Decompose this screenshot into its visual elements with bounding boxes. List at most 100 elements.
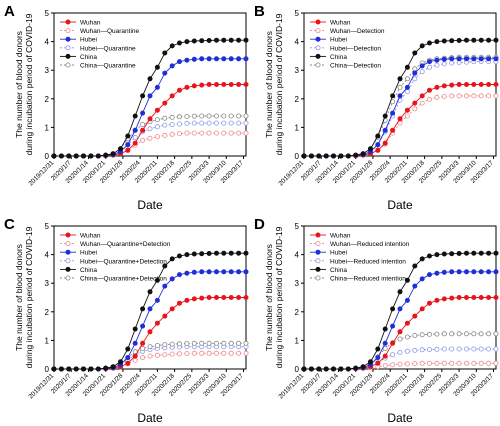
data-point xyxy=(397,361,403,367)
data-point xyxy=(426,96,432,102)
data-point xyxy=(228,295,234,301)
legend-marker xyxy=(65,53,71,59)
data-point xyxy=(140,93,146,99)
data-point xyxy=(493,346,499,352)
data-point xyxy=(412,76,418,82)
data-point xyxy=(125,142,131,148)
data-point xyxy=(154,124,160,130)
legend-marker xyxy=(65,275,71,281)
data-point xyxy=(176,40,182,46)
data-point xyxy=(236,82,242,88)
data-point xyxy=(162,263,168,269)
data-point xyxy=(434,94,440,100)
chart-panel: A0123452019/12/312020/1/72020/1/142020/1… xyxy=(4,3,249,212)
data-point xyxy=(404,348,410,354)
data-point xyxy=(397,84,403,90)
data-point xyxy=(404,320,410,326)
legend-label: Wuhan xyxy=(80,233,101,240)
series-line xyxy=(54,58,246,157)
data-point xyxy=(375,133,381,139)
data-point xyxy=(236,56,242,62)
data-point xyxy=(140,355,146,361)
data-point xyxy=(176,114,182,120)
data-point xyxy=(353,365,359,371)
data-point xyxy=(140,110,146,116)
data-point xyxy=(169,351,175,357)
data-point xyxy=(441,61,447,67)
series-line xyxy=(304,56,496,157)
data-point xyxy=(390,352,396,358)
legend-label: Hubei—Detection xyxy=(330,45,381,52)
series-line xyxy=(304,95,496,157)
data-point xyxy=(382,140,388,146)
data-point xyxy=(390,127,396,133)
data-point xyxy=(228,340,234,346)
data-point xyxy=(140,122,146,128)
y-tick-label: 1 xyxy=(295,336,300,345)
data-point xyxy=(375,147,381,153)
data-point xyxy=(199,56,205,62)
data-point xyxy=(426,87,432,93)
data-point xyxy=(147,289,153,295)
x-tick-label: 2019/12/31 xyxy=(27,159,55,187)
data-point xyxy=(125,355,131,361)
data-point xyxy=(338,366,344,372)
data-point xyxy=(140,345,146,351)
data-point xyxy=(236,340,242,346)
y-tick-label: 3 xyxy=(295,66,300,75)
data-point xyxy=(147,329,153,335)
data-point xyxy=(206,269,212,275)
y-tick-label: 4 xyxy=(45,251,50,260)
data-point xyxy=(301,366,307,372)
data-point xyxy=(199,340,205,346)
legend-marker xyxy=(65,266,71,272)
data-point xyxy=(213,340,219,346)
data-point xyxy=(463,56,469,62)
data-point xyxy=(147,126,153,132)
data-point xyxy=(486,250,492,256)
data-point xyxy=(434,360,440,366)
data-point xyxy=(486,93,492,99)
legend-label: Hubei xyxy=(330,37,347,44)
legend-label: China—Reduced intention xyxy=(330,276,406,283)
data-point xyxy=(426,64,432,70)
data-point xyxy=(360,364,366,370)
data-point xyxy=(449,269,455,275)
x-tick-label: 2019/12/31 xyxy=(27,372,55,400)
data-point xyxy=(382,326,388,332)
data-point xyxy=(162,313,168,319)
data-point xyxy=(191,340,197,346)
data-point xyxy=(397,329,403,335)
data-point xyxy=(184,84,190,90)
data-point xyxy=(66,153,72,159)
data-point xyxy=(103,365,109,371)
data-point xyxy=(412,361,418,367)
data-point xyxy=(162,122,168,128)
data-point xyxy=(236,269,242,275)
data-point xyxy=(412,333,418,339)
data-point xyxy=(441,346,447,352)
legend-label: Hubei xyxy=(330,250,347,257)
data-point xyxy=(169,114,175,120)
data-point xyxy=(236,250,242,256)
data-point xyxy=(404,113,410,119)
data-point xyxy=(132,140,138,146)
data-point xyxy=(382,363,388,369)
data-point xyxy=(191,269,197,275)
data-point xyxy=(147,344,153,350)
data-point xyxy=(412,313,418,319)
legend-marker xyxy=(315,45,321,51)
legend-marker xyxy=(315,241,321,247)
y-tick-label: 0 xyxy=(295,152,300,161)
data-point xyxy=(360,151,366,157)
x-tick-label: 2019/12/31 xyxy=(277,159,305,187)
data-point xyxy=(478,331,484,337)
data-point xyxy=(110,151,116,157)
y-tick-label: 5 xyxy=(45,9,50,18)
legend-label: China xyxy=(330,54,347,61)
data-point xyxy=(426,253,432,259)
data-point xyxy=(434,346,440,352)
data-point xyxy=(486,37,492,43)
data-point xyxy=(382,340,388,346)
data-point xyxy=(449,56,455,62)
